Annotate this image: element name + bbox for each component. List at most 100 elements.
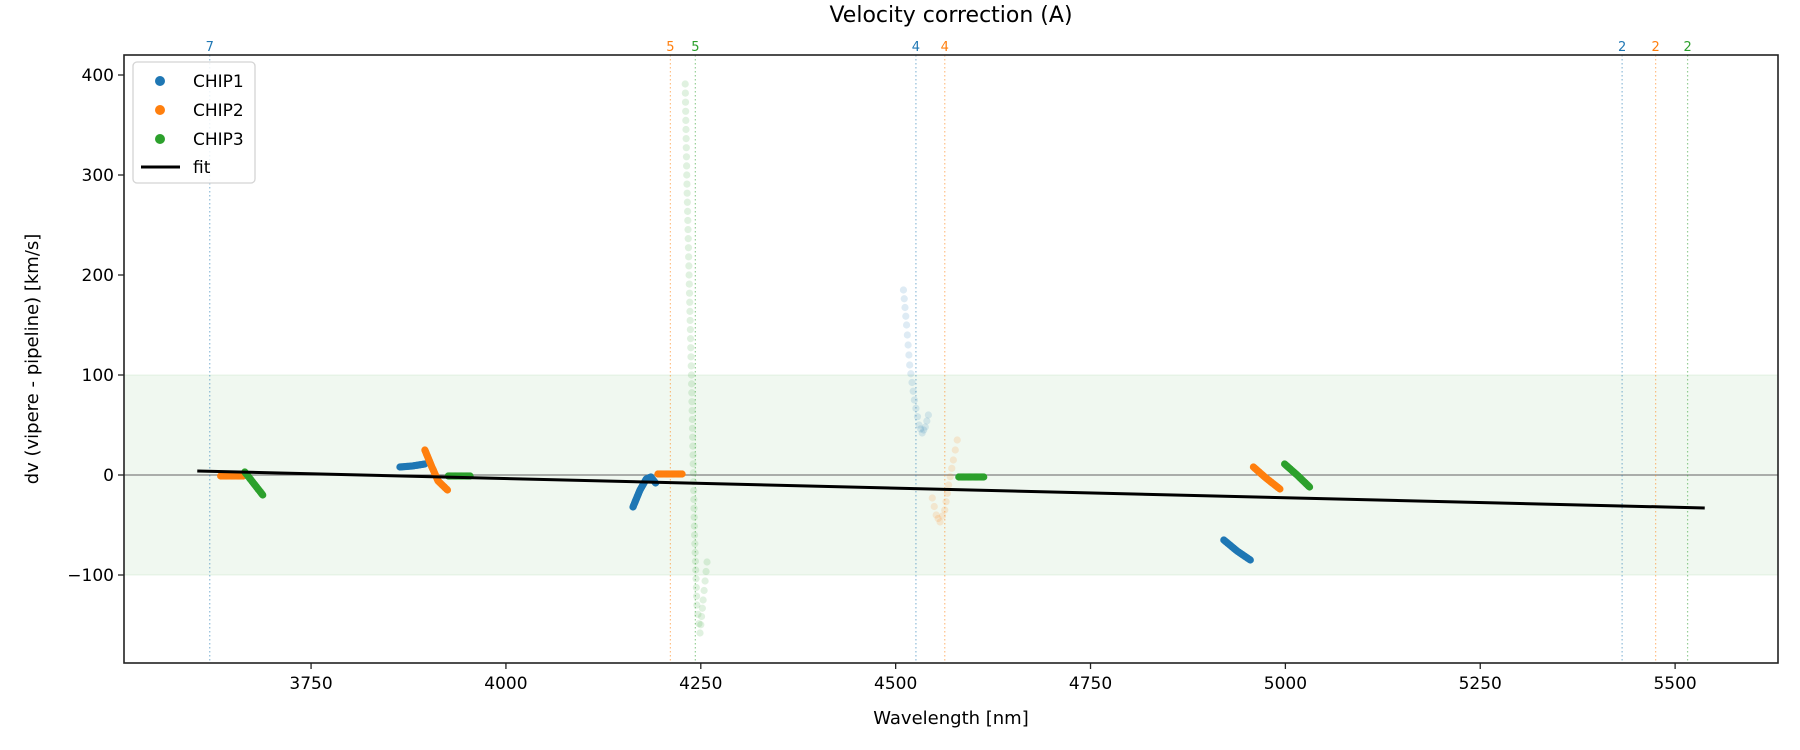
fit-line bbox=[197, 469, 1705, 510]
data-point-chip3 bbox=[700, 586, 708, 595]
data-point-chip3 bbox=[686, 335, 695, 343]
data-point-chip2 bbox=[932, 511, 940, 519]
data-point-chip3 bbox=[701, 577, 709, 585]
plot-content bbox=[124, 55, 1778, 663]
data-point-chip3 bbox=[685, 289, 694, 297]
segment-chip3-order-3 bbox=[1281, 460, 1314, 491]
data-point-chip3 bbox=[684, 235, 692, 243]
segment-chip2-order-6 bbox=[421, 446, 452, 494]
data-point-chip3 bbox=[692, 566, 700, 574]
data-point-chip3 bbox=[690, 504, 698, 512]
x-tick-label: 5500 bbox=[1653, 674, 1696, 694]
data-point-chip3 bbox=[703, 558, 711, 566]
data-point-chip3 bbox=[690, 531, 699, 539]
data-point-chip3 bbox=[685, 253, 693, 261]
data-point-chip3 bbox=[684, 207, 692, 215]
data-point-chip2 bbox=[678, 470, 686, 478]
data-point-chip1 bbox=[902, 321, 911, 329]
data-point-chip3 bbox=[259, 491, 267, 499]
data-point-chip1 bbox=[912, 404, 920, 412]
data-point-chip3 bbox=[698, 604, 706, 612]
x-tick-label: 5000 bbox=[1264, 674, 1307, 694]
data-point-chip3 bbox=[683, 180, 691, 188]
order-marker-label: 2 bbox=[1683, 40, 1691, 55]
data-point-chip3 bbox=[689, 451, 697, 459]
data-point-chip3 bbox=[690, 486, 698, 495]
x-tick-label: 5250 bbox=[1459, 674, 1502, 694]
data-point-chip2 bbox=[948, 464, 956, 472]
y-tick-label: −100 bbox=[67, 566, 114, 586]
data-point-chip2 bbox=[930, 502, 938, 511]
segment-chip2-order-3 bbox=[1249, 463, 1284, 493]
data-point-chip1 bbox=[907, 370, 915, 378]
data-point-chip3 bbox=[683, 198, 692, 206]
data-point-chip3 bbox=[686, 298, 694, 306]
x-axis-label: Wavelength [nm] bbox=[873, 708, 1029, 729]
data-point-chip1 bbox=[909, 387, 917, 395]
x-tick-label: 4750 bbox=[1069, 674, 1112, 694]
segment-chip1-order-3 bbox=[1220, 536, 1254, 564]
y-axis-label: dv (vipere - pipeline) [km/s] bbox=[22, 234, 43, 485]
data-point-chip3 bbox=[1305, 483, 1314, 491]
data-point-chip2 bbox=[936, 518, 944, 526]
order-marker-label: 7 bbox=[206, 40, 214, 55]
data-point-chip2 bbox=[443, 486, 452, 494]
data-point-chip3 bbox=[697, 621, 705, 629]
y-tick-label: 0 bbox=[103, 466, 114, 486]
data-point-chip3 bbox=[980, 473, 988, 481]
data-point-chip3 bbox=[693, 592, 701, 600]
data-point-chip2 bbox=[942, 498, 950, 506]
legend-label-chip2: CHIP2 bbox=[193, 101, 244, 121]
data-point-chip2 bbox=[946, 473, 954, 481]
data-point-chip3 bbox=[682, 153, 691, 161]
segment-chip1-order-4 bbox=[899, 286, 932, 437]
data-point-chip3 bbox=[684, 225, 692, 234]
data-point-chip2 bbox=[949, 456, 957, 464]
data-point-chip3 bbox=[682, 125, 690, 134]
order-marker-label: 5 bbox=[666, 40, 674, 55]
data-point-chip1 bbox=[908, 378, 916, 387]
y-tick-label: 300 bbox=[82, 166, 114, 186]
order-marker-label: 4 bbox=[941, 40, 949, 55]
data-point-chip3 bbox=[687, 353, 695, 361]
data-point-chip3 bbox=[688, 415, 696, 424]
data-point-chip3 bbox=[692, 583, 700, 592]
data-point-chip3 bbox=[683, 171, 691, 179]
data-point-chip3 bbox=[694, 610, 702, 618]
segment-chip2-order-4 bbox=[928, 436, 961, 526]
data-point-chip2 bbox=[951, 446, 959, 454]
data-point-chip1 bbox=[924, 411, 932, 419]
data-point-chip3 bbox=[688, 406, 696, 415]
data-point-chip3 bbox=[687, 371, 696, 379]
data-point-chip1 bbox=[910, 396, 918, 404]
segment-chip2-order-7 bbox=[217, 472, 247, 480]
legend-label-chip1: CHIP1 bbox=[193, 72, 244, 92]
legend-label-chip3: CHIP3 bbox=[193, 130, 244, 150]
data-point-chip1 bbox=[917, 425, 925, 433]
data-point-chip1 bbox=[903, 331, 911, 339]
data-point-chip1 bbox=[921, 423, 929, 431]
segment-chip3-order-4 bbox=[955, 473, 988, 481]
data-point-chip3 bbox=[684, 244, 693, 252]
data-point-chip3 bbox=[688, 389, 696, 397]
data-point-chip3 bbox=[685, 262, 693, 270]
segment-chip3-order-5 bbox=[681, 80, 711, 637]
chart-title: Velocity correction (A) bbox=[829, 3, 1072, 28]
segment-chip2-order-5 bbox=[654, 470, 686, 478]
data-point-chip3 bbox=[690, 513, 698, 521]
data-point-chip3 bbox=[684, 216, 692, 225]
order-marker-label: 4 bbox=[912, 40, 920, 55]
data-point-chip3 bbox=[689, 433, 697, 441]
y-tick-label: 200 bbox=[82, 266, 114, 286]
x-tick-label: 3750 bbox=[289, 674, 332, 694]
data-point-chip2 bbox=[928, 494, 936, 502]
data-point-chip3 bbox=[687, 362, 695, 370]
data-point-chip3 bbox=[691, 548, 699, 557]
data-point-chip3 bbox=[682, 107, 690, 115]
data-point-chip1 bbox=[904, 341, 912, 349]
segment-chip1-order-6 bbox=[396, 460, 429, 471]
x-tick-label: 4000 bbox=[484, 674, 527, 694]
